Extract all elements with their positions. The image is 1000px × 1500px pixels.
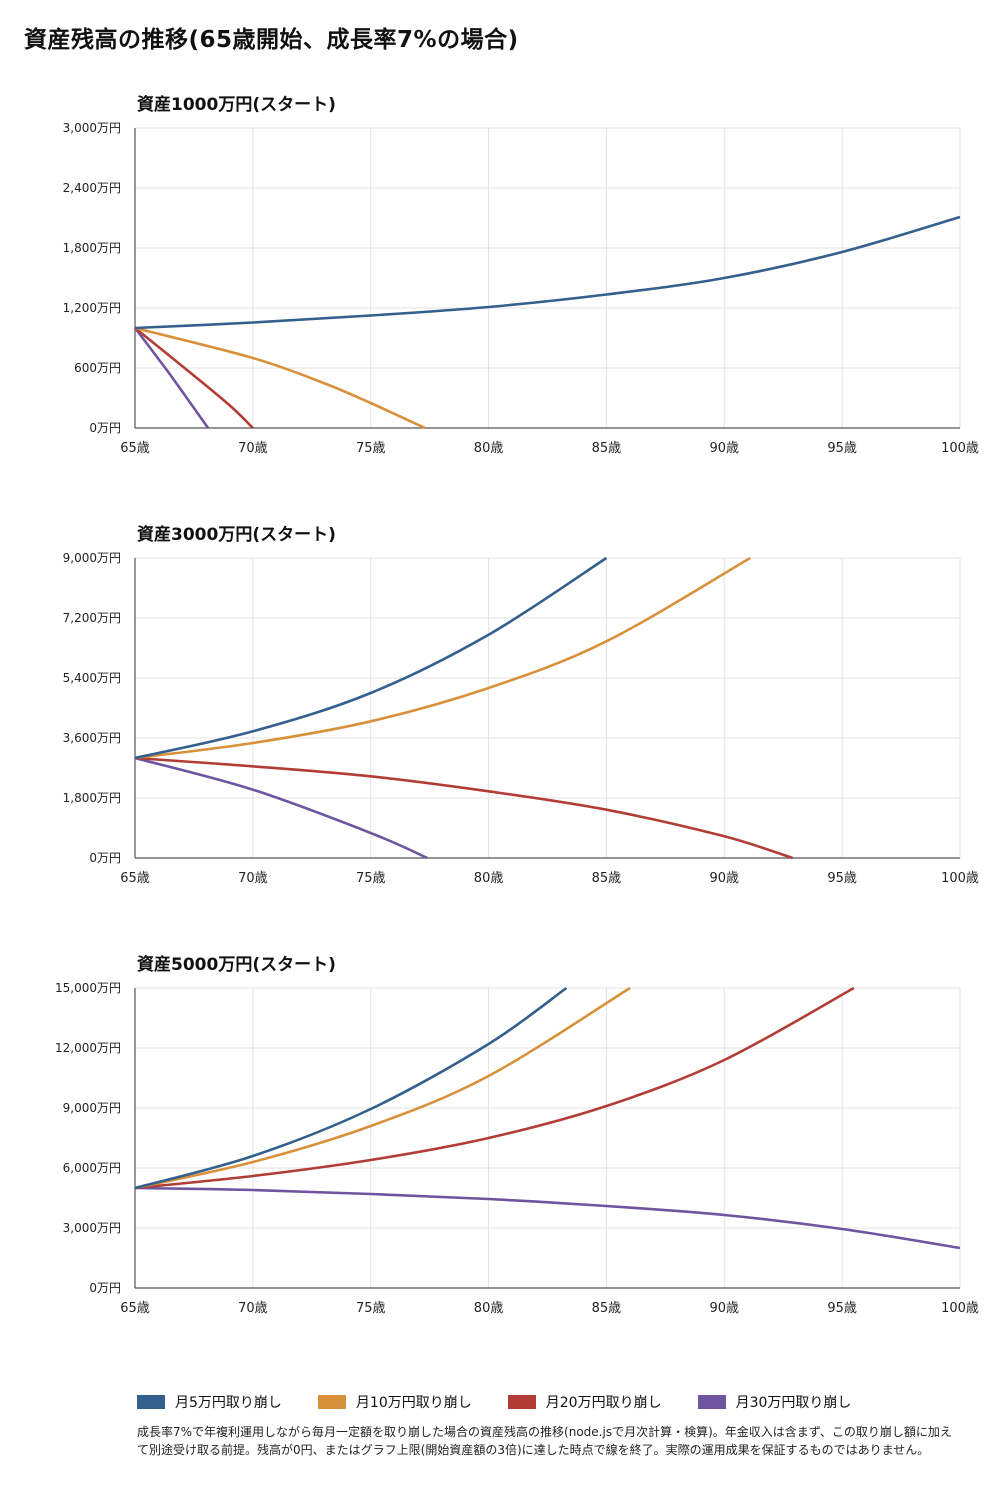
series-line: [134, 326, 254, 429]
x-tick-label: 70歳: [238, 871, 268, 886]
y-tick-label: 1,200万円: [63, 301, 121, 315]
legend-label: 月10万円取り崩し: [355, 1395, 472, 1411]
x-tick-label: 95歳: [827, 1301, 857, 1316]
chart-5000: 資産5000万円(スタート) 0万円 3,000万円 6,000万円 9,000万円 12…: [55, 954, 979, 1316]
x-tick-label: 90歳: [710, 871, 740, 886]
x-tick-label: 75歳: [356, 1301, 386, 1316]
legend-item-5[interactable]: 月5万円取り崩し: [137, 1392, 282, 1412]
x-tick-label: 85歳: [592, 1301, 622, 1316]
y-tick-label: 9,000万円: [63, 1101, 121, 1115]
y-tick-label: 3,000万円: [63, 1221, 121, 1235]
series-line: [134, 215, 961, 330]
legend-swatch: [697, 1395, 726, 1409]
series-line: [133, 327, 210, 429]
legend-item-10[interactable]: 月10万円取り崩し: [317, 1392, 472, 1412]
legend-item-30[interactable]: 月30万円取り崩し: [697, 1392, 852, 1412]
legend: 月5万円取り崩し 月10万円取り崩し 月20万円取り崩し 月30万円取り崩し: [137, 1392, 887, 1412]
y-tick-label: 0万円: [89, 851, 121, 865]
x-tick-label: 75歳: [356, 441, 386, 456]
page-title: 資産残高の推移(65歳開始、成長率7%の場合): [24, 27, 519, 53]
series-line: [134, 986, 855, 1190]
x-tick-label: 95歳: [827, 871, 857, 886]
y-tick-label: 1,800万円: [63, 241, 121, 255]
series-line: [134, 556, 608, 760]
y-tick-label: 3,600万円: [63, 731, 121, 745]
x-tick-label: 80歳: [474, 441, 504, 456]
y-tick-label: 15,000万円: [55, 981, 121, 995]
y-tick-label: 600万円: [74, 361, 121, 375]
x-tick-label: 80歳: [474, 1301, 504, 1316]
series-line: [134, 326, 426, 430]
chart-3000: 資産3000万円(スタート) 0万円 1,800万円 3,600万円 5,400万円 7,…: [63, 524, 979, 886]
legend-label: 月5万円取り崩し: [175, 1395, 282, 1411]
series-line: [134, 1186, 961, 1250]
x-tick-label: 100歳: [941, 871, 979, 886]
y-tick-label: 0万円: [89, 1281, 121, 1295]
x-tick-label: 85歳: [592, 871, 622, 886]
legend-item-20[interactable]: 月20万円取り崩し: [507, 1392, 662, 1412]
chart-title: 資産1000万円(スタート): [137, 94, 336, 115]
chart-title: 資産5000万円(スタート): [137, 954, 336, 975]
y-tick-label: 12,000万円: [55, 1041, 121, 1055]
series-line: [134, 986, 631, 1190]
y-tick-label: 1,800万円: [63, 791, 121, 805]
x-tick-label: 95歳: [827, 441, 857, 456]
x-tick-label: 75歳: [356, 871, 386, 886]
x-tick-label: 100歳: [941, 1301, 979, 1316]
x-tick-label: 70歳: [238, 441, 268, 456]
footnote: 成長率7%で年複利運用しながら毎月一定額を取り崩した場合の資産残高の推移(nod…: [137, 1425, 952, 1457]
y-tick-label: 6,000万円: [63, 1161, 121, 1175]
legend-swatch: [507, 1395, 536, 1409]
x-tick-label: 70歳: [238, 1301, 268, 1316]
series-line: [134, 556, 751, 760]
x-tick-label: 80歳: [474, 871, 504, 886]
x-tick-label: 85歳: [592, 441, 622, 456]
series-line: [134, 756, 793, 860]
legend-swatch: [137, 1395, 165, 1409]
series-line: [134, 986, 568, 1190]
chart-1000: 資産1000万円(スタート) 0万円 600万円 1,200万円 1,800万円 2,40…: [63, 94, 979, 456]
x-tick-label: 65歳: [120, 871, 150, 886]
y-tick-label: 0万円: [89, 421, 121, 435]
y-tick-label: 2,400万円: [63, 181, 121, 195]
x-tick-label: 65歳: [120, 1301, 150, 1316]
y-tick-label: 3,000万円: [63, 121, 121, 135]
legend-label: 月30万円取り崩し: [735, 1395, 852, 1411]
legend-label: 月20万円取り崩し: [545, 1395, 662, 1411]
x-tick-label: 65歳: [120, 441, 150, 456]
y-tick-label: 7,200万円: [63, 611, 121, 625]
x-tick-label: 90歳: [710, 441, 740, 456]
chart-title: 資産3000万円(スタート): [137, 524, 336, 545]
x-tick-label: 90歳: [710, 1301, 740, 1316]
x-tick-label: 100歳: [941, 441, 979, 456]
y-tick-label: 9,000万円: [63, 551, 121, 565]
legend-swatch: [317, 1395, 346, 1409]
series-line: [134, 756, 428, 860]
y-tick-label: 5,400万円: [63, 671, 121, 685]
